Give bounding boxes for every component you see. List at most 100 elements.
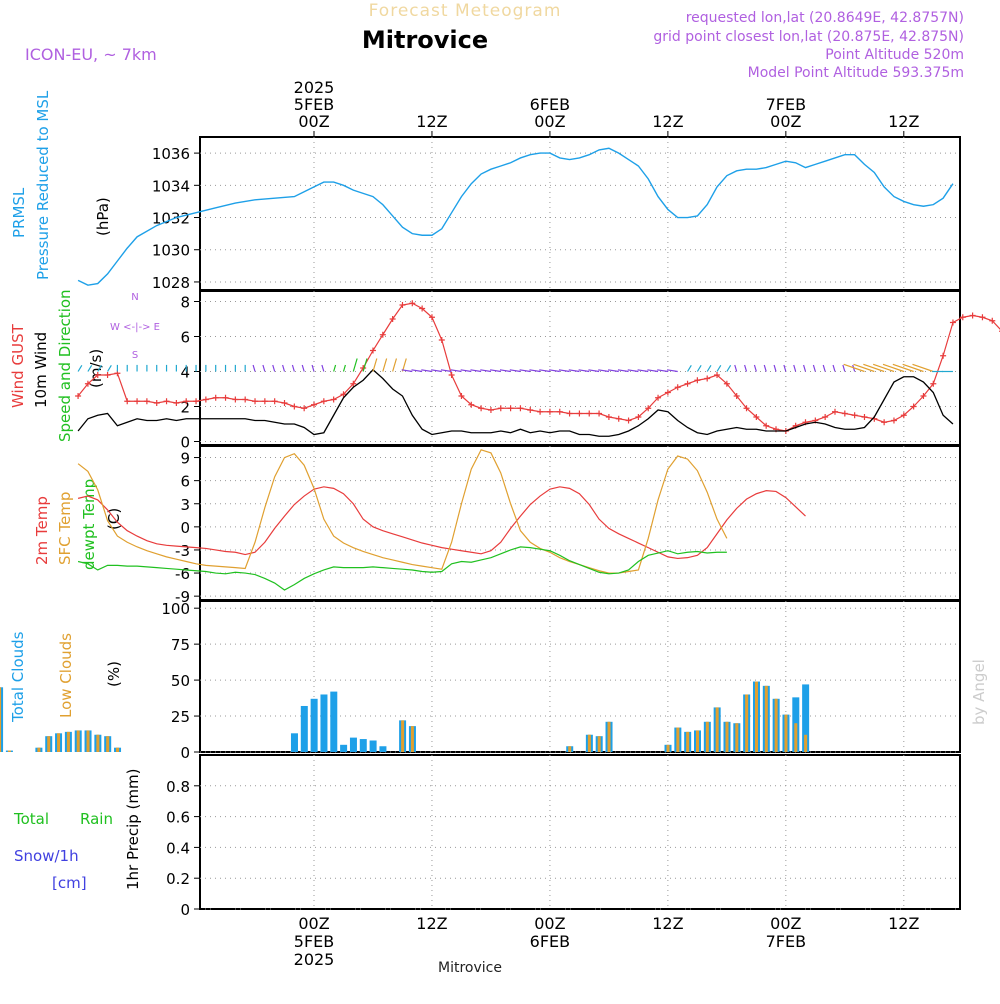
gust-marker: [940, 352, 947, 359]
gust-marker: [320, 398, 327, 405]
gust-marker: [831, 408, 838, 415]
pressure-tick-label: 1030: [152, 242, 190, 260]
wind-tick-label: 6: [180, 329, 190, 347]
temp-label-sfc: SFC Temp: [56, 492, 74, 565]
gust-marker: [556, 408, 563, 415]
gust-marker: [252, 398, 259, 405]
total-cloud-bar: [802, 684, 810, 752]
wind-tick-label: 4: [180, 364, 190, 382]
wind-arrow: [558, 369, 570, 373]
wind-label-10m: 10m Wind: [32, 332, 50, 408]
wind-arrow: [87, 364, 93, 372]
low-cloud-bar: [410, 726, 414, 752]
wind-arrow: [411, 369, 423, 373]
low-cloud-bar: [37, 747, 41, 752]
temp-tick-label: 6: [180, 473, 190, 491]
gust-marker: [881, 419, 888, 426]
gust-marker: [969, 312, 976, 319]
wind-arrow: [519, 369, 531, 373]
pressure-tick-label: 1028: [152, 274, 190, 292]
gust-marker: [242, 396, 249, 403]
bottom-tick-label: 2025: [294, 950, 335, 969]
plots: [0, 147, 1000, 910]
clouds-tick-label: 0: [180, 744, 190, 762]
temp-label-2m: 2m Temp: [33, 496, 51, 565]
gust-marker: [183, 398, 190, 405]
wind-tick-label: 8: [180, 294, 190, 312]
low-cloud-bar: [66, 731, 70, 752]
wind-arrow: [627, 369, 639, 373]
wind-arrow: [568, 369, 580, 373]
top-tick-label: 00Z: [534, 112, 565, 131]
gust-marker: [527, 407, 534, 413]
wind-arrow: [608, 369, 619, 373]
gust-marker: [605, 414, 612, 420]
gust-marker: [576, 410, 583, 417]
gust-marker: [468, 401, 475, 408]
wind-arrow: [342, 364, 346, 372]
compass-ew: W <-|-> E: [110, 322, 160, 333]
total-cloud-bar: [349, 737, 357, 752]
wind-arrow: [763, 364, 767, 372]
gust-marker: [841, 410, 848, 417]
gust-marker: [478, 405, 485, 412]
wind-arrow: [382, 358, 388, 372]
top-tick-label: 12Z: [652, 112, 683, 131]
wind-arrow: [843, 363, 865, 373]
gust-marker: [733, 393, 740, 399]
wind-arrow: [460, 369, 472, 373]
top-tick-label: 6FEB: [530, 95, 570, 114]
gust-marker: [134, 398, 141, 405]
top-year: 2025: [294, 78, 335, 97]
total-cloud-bar: [359, 739, 367, 752]
gust-marker: [537, 408, 544, 415]
wind-arrow: [863, 363, 885, 373]
low-cloud-bar: [57, 733, 61, 752]
gust-marker: [94, 372, 101, 378]
low-cloud-bar: [745, 694, 749, 752]
temp-tick-label: -3: [175, 542, 190, 560]
low-cloud-bar: [676, 727, 680, 752]
wind-arrow: [440, 369, 452, 373]
gust-marker: [340, 391, 347, 398]
precip-tick-label: 0.6: [166, 809, 190, 827]
gust-marker: [910, 403, 917, 410]
low-cloud-bar: [666, 744, 670, 752]
gust-marker: [75, 393, 82, 399]
gridpoint-coords: grid point closest lon,lat (20.875E, 42.…: [653, 29, 964, 45]
wind-arrow: [803, 364, 807, 372]
wind-arrow: [872, 363, 895, 373]
wind-arrow: [480, 369, 492, 373]
bottom-tick-label: 12Z: [652, 914, 683, 933]
gust-marker: [409, 300, 416, 307]
gust-marker: [350, 380, 357, 387]
pressure-labels: PRMSL Pressure Reduced to MSL (hPa): [10, 90, 112, 280]
gust-marker: [566, 410, 573, 417]
pressure-tick-label: 1034: [152, 177, 190, 195]
wind-arrow: [902, 363, 924, 373]
low-cloud-bar: [784, 714, 788, 752]
model-label: ICON-EU, ~ 7km: [25, 45, 157, 64]
gust-marker: [851, 412, 858, 419]
low-cloud-bar: [754, 681, 758, 752]
gust-marker: [281, 400, 288, 406]
wind-arrow: [311, 364, 315, 372]
gust-marker: [212, 394, 219, 401]
top-tick-label: 5FEB: [294, 95, 334, 114]
gust-marker: [143, 398, 150, 405]
wind-arrow: [716, 364, 722, 372]
wind-arrow: [282, 364, 286, 372]
gust-marker: [399, 302, 406, 308]
gust-marker: [753, 414, 760, 420]
gust-marker: [704, 375, 711, 382]
precip-tick-label: 0: [180, 901, 190, 919]
wind-label-speed: Speed and Direction: [56, 289, 74, 442]
wind-arrow: [647, 369, 659, 373]
low-cloud-bar: [686, 731, 690, 752]
top-tick-label: 7FEB: [766, 95, 806, 114]
bottom-tick-label: 00Z: [298, 914, 329, 933]
low-cloud-bar: [715, 707, 719, 752]
compass-south: S: [132, 350, 138, 361]
gust-marker: [84, 380, 91, 387]
